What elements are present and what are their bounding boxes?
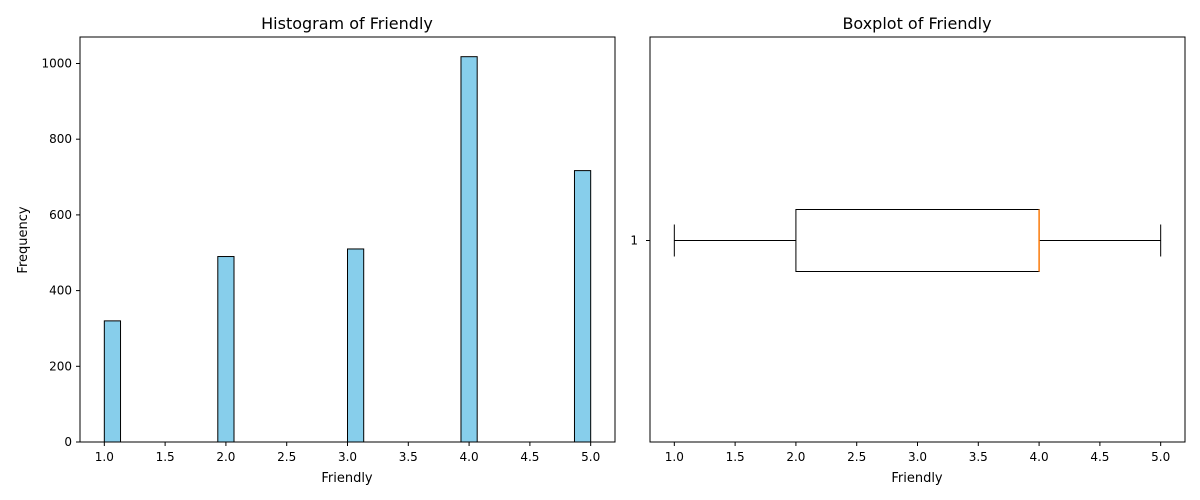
histogram-bar <box>460 56 478 443</box>
boxplot-x-axis-label: Friendly <box>891 471 943 486</box>
boxplot-x-tick-label: 3.5 <box>969 450 988 464</box>
boxplot-x-tick-label: 2.0 <box>786 450 805 464</box>
histogram-y-tick-label: 600 <box>49 208 72 222</box>
histogram-x-axis-label: Friendly <box>321 471 373 486</box>
boxplot-box <box>795 209 1040 272</box>
boxplot-plot-frame <box>649 36 1186 443</box>
histogram-x-tick-label: 3.5 <box>399 450 418 464</box>
histogram-x-tick-label: 4.5 <box>520 450 539 464</box>
boxplot-x-tick-label: 1.5 <box>726 450 745 464</box>
boxplot-x-tick-label: 1.0 <box>665 450 684 464</box>
boxplot-x-tick-label: 4.0 <box>1030 450 1049 464</box>
boxplot-x-tick-label: 4.5 <box>1090 450 1109 464</box>
boxplot-y-ticks: 1 <box>630 234 650 248</box>
histogram-y-axis-label: Frequency <box>16 206 31 273</box>
histogram-chart: Histogram of Friendly 1.0 1.5 2.0 2.5 3.0 3.5… <box>16 14 616 486</box>
histogram-y-tick-label: 800 <box>49 132 72 146</box>
histogram-x-tick-label: 1.5 <box>156 450 175 464</box>
histogram-bars <box>103 56 592 443</box>
histogram-y-tick-label: 400 <box>49 284 72 298</box>
boxplot-x-tick-label: 3.0 <box>908 450 927 464</box>
histogram-x-tick-label: 3.0 <box>338 450 357 464</box>
boxplot-elements <box>673 209 1162 272</box>
histogram-y-tick-label: 200 <box>49 359 72 373</box>
histogram-title: Histogram of Friendly <box>261 14 433 33</box>
boxplot-x-ticks: 1.0 1.5 2.0 2.5 3.0 3.5 4.0 4.5 5.0 <box>665 442 1170 464</box>
histogram-x-tick-label: 2.0 <box>216 450 235 464</box>
histogram-plot-frame <box>79 36 616 443</box>
histogram-bar <box>573 170 592 443</box>
histogram-y-tick-label: 0 <box>64 435 72 449</box>
boxplot-y-tick-label: 1 <box>630 234 638 248</box>
boxplot-chart: Boxplot of Friendly 1.0 1.5 2.0 2.5 3.0 3.5 4.… <box>630 14 1186 486</box>
boxplot-title: Boxplot of Friendly <box>842 14 991 33</box>
histogram-x-tick-label: 1.0 <box>95 450 114 464</box>
histogram-x-tick-label: 2.5 <box>277 450 296 464</box>
histogram-x-tick-label: 5.0 <box>581 450 600 464</box>
histogram-x-tick-label: 4.0 <box>460 450 479 464</box>
histogram-x-ticks: 1.0 1.5 2.0 2.5 3.0 3.5 4.0 4.5 5.0 <box>95 442 600 464</box>
histogram-bar <box>347 248 365 443</box>
histogram-y-tick-label: 1000 <box>41 56 72 70</box>
histogram-bar <box>103 320 122 443</box>
boxplot-x-tick-label: 2.5 <box>847 450 866 464</box>
boxplot-x-tick-label: 5.0 <box>1151 450 1170 464</box>
histogram-bar <box>217 256 235 443</box>
histogram-y-ticks: 0 200 400 600 800 1000 <box>41 56 80 449</box>
